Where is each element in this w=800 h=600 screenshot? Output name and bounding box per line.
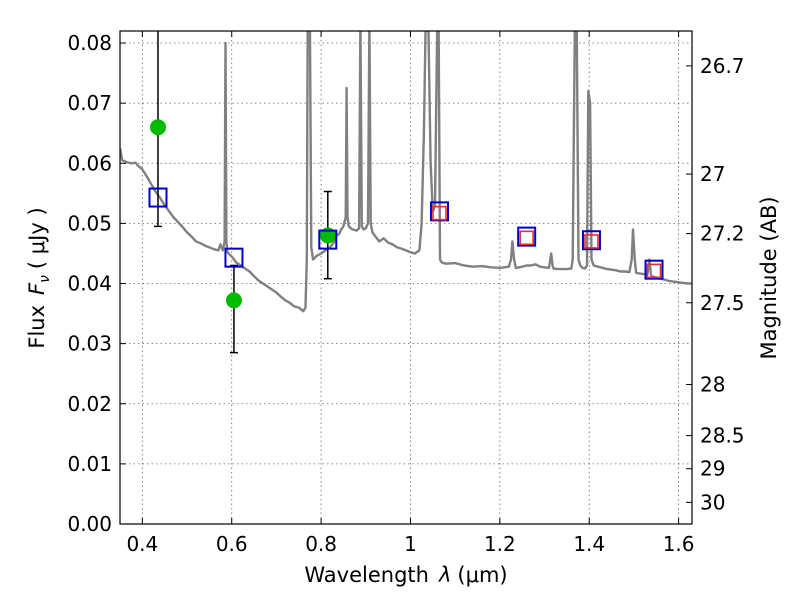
model-sed-line	[120, 31, 692, 313]
y2-tick-label: 27.2	[700, 222, 745, 246]
model-square	[148, 187, 168, 208]
y-tick-label: 0.00	[67, 512, 112, 536]
model-square-ir	[584, 234, 599, 249]
axis-ticks	[120, 31, 692, 525]
x-tick-label: 0.6	[216, 532, 248, 556]
model-square-ir	[646, 263, 662, 279]
y-tick-label: 0.06	[67, 151, 112, 175]
y2-axis-title: Magnitude (AB)	[757, 196, 781, 359]
x-axis-title: Wavelength λ (μm)	[304, 563, 507, 587]
y-tick-label: 0.03	[67, 332, 112, 356]
x-tick-label: 0.4	[126, 532, 158, 556]
y-tick-label: 0.04	[67, 272, 112, 296]
y-axis-title: FluxFν( μJy )	[25, 207, 53, 348]
y-tick-label: 0.01	[67, 452, 112, 476]
y2-tick-label: 28.5	[700, 424, 745, 448]
x-tick-label: 1.2	[484, 532, 516, 556]
plot-frame	[119, 30, 693, 525]
model-square	[517, 226, 537, 247]
y-tick-label: 0.08	[67, 31, 112, 55]
grid	[120, 31, 692, 525]
y2-tick-label: 28	[700, 373, 725, 397]
y-tick-label: 0.05	[67, 211, 112, 235]
model-square-ir	[519, 230, 534, 246]
x-tick-label: 1.4	[573, 532, 605, 556]
observed-point	[149, 119, 166, 136]
y-tick-label: 0.07	[67, 91, 112, 115]
model-square	[644, 259, 664, 280]
y2-tick-label: 30	[700, 490, 725, 514]
x-tick-label: 1.6	[663, 532, 695, 556]
model-square	[224, 247, 244, 268]
series-layer	[120, 31, 692, 354]
model-square	[581, 230, 601, 251]
y2-tick-label: 26.7	[700, 54, 745, 78]
y2-tick-label: 27.5	[700, 291, 745, 315]
y2-tick-label: 27	[700, 162, 725, 186]
y2-tick-label: 29	[700, 457, 725, 481]
model-square-ir	[432, 205, 447, 221]
y-tick-label: 0.02	[67, 392, 112, 416]
observed-point	[225, 292, 242, 309]
x-tick-label: 0.8	[305, 532, 337, 556]
model-square	[318, 229, 338, 250]
axis-labels: 0.4 0.6 0.8 1 1.2 1.4 1.6 0.00 0.01 0.02 0.03 0.04 0…	[67, 31, 744, 556]
x-tick-label: 1	[404, 532, 417, 556]
